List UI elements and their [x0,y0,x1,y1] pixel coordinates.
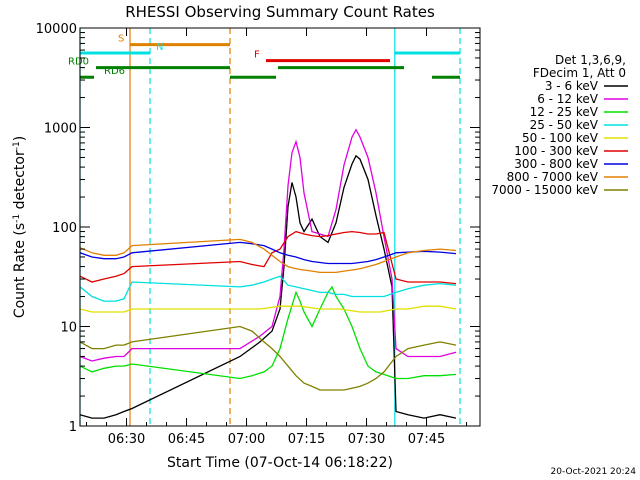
legend-header: FDecim 1, Att 0 [533,66,626,80]
plot-area: S N F RD0 RD6 [68,28,461,426]
flag-label-s: S [118,34,124,45]
legend-label-50-100-kev: 50 - 100 keV [522,131,599,145]
series-line-50-100-kev [79,305,457,313]
flag-label-f: F [254,50,260,61]
x-tick-label: 07:45 [408,432,445,447]
series-line-3-6-kev [79,154,457,419]
chart-title: RHESSI Observing Summary Count Rates [125,3,435,21]
legend-label-300-800-kev: 300 - 800 keV [514,157,598,171]
legend-label-800-7000-kev: 800 - 7000 keV [507,170,599,184]
x-axis-label: Start Time (07-Oct-14 06:18:22) [167,455,393,471]
y-axis-label: Count Rate (s-1 detector-1) [12,136,28,318]
x-tick-label: 07:15 [288,432,325,447]
y-axis-label-mid: detector [12,150,28,214]
plot-frame [79,27,481,427]
legend-header: Det 1,3,6,9, [555,53,626,67]
flag-label-rd6: RD6 [104,66,125,77]
y-axis: 1 10 100 1000 10000 [36,22,480,435]
legend-label-7000-15000-kev: 7000 - 15000 keV [491,183,598,197]
legend-label-3-6-kev: 3 - 6 keV [545,79,599,93]
series-line-300-800-kev [79,241,457,265]
legend-label-100-300-kev: 100 - 300 keV [514,144,598,158]
y-axis-label-main: Count Rate (s [12,223,28,318]
y-axis-label-sup2: -1 [12,141,22,150]
y-axis-label-end: ) [12,136,28,141]
flag-label-rd0: RD0 [68,57,89,68]
series-line-800-7000-kev [79,238,457,274]
timestamp: 20-Oct-2021 20:24 [551,467,637,477]
x-tick-label: 07:00 [228,432,265,447]
series-line-100-300-kev [79,230,457,285]
x-tick-label: 06:45 [168,432,205,447]
x-axis: 06:30 06:45 07:00 07:15 07:30 07:45 [86,28,468,447]
legend-label-6-12-kev: 6 - 12 keV [537,92,599,106]
y-axis-label-sup1: -1 [12,214,22,223]
series-line-7000-15000-kev [79,325,457,391]
series-line-6-12-kev [79,128,457,362]
x-tick-label: 06:30 [108,432,145,447]
legend-label-12-25-kev: 12 - 25 keV [530,105,599,119]
y-tick-label: 100 [52,221,77,236]
legend-label-25-50-kev: 25 - 50 keV [530,118,599,132]
x-tick-label: 07:30 [348,432,385,447]
series-line-25-50-kev [79,275,457,302]
series-line-12-25-kev [79,285,457,380]
y-tick-label: 10000 [36,22,77,37]
flag-label-n: N [156,42,163,53]
y-tick-label: 1 [69,420,77,435]
y-tick-label: 10 [60,321,77,336]
y-tick-label: 1000 [44,122,77,137]
